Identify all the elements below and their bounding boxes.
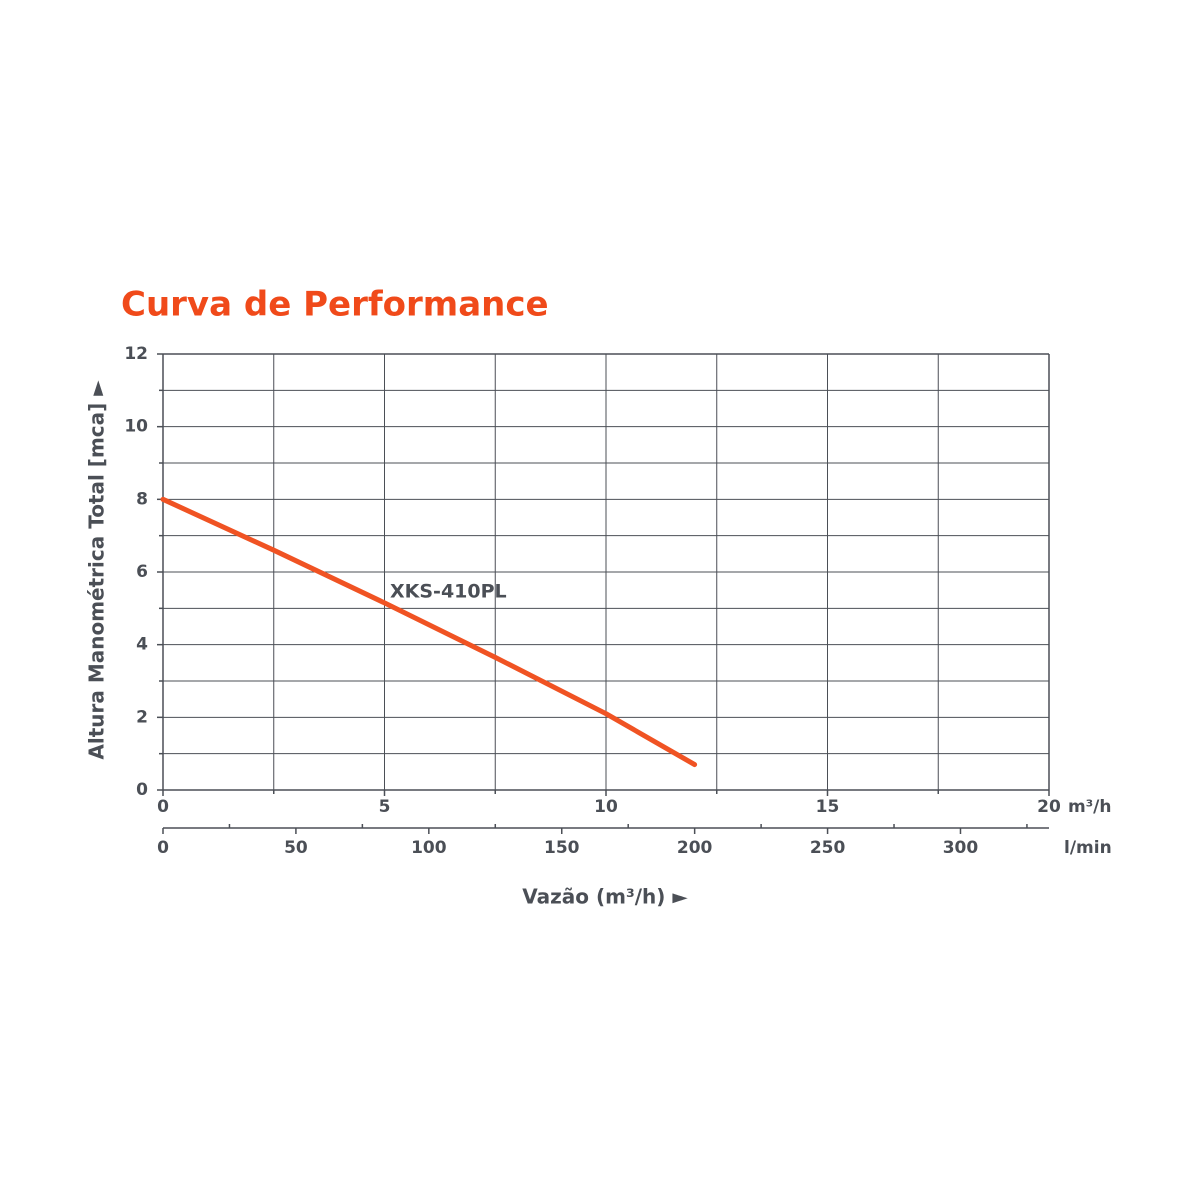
x2-tick-label: 150	[544, 838, 580, 858]
x-tick-label: 5	[379, 797, 391, 817]
x2-tick-label: 50	[284, 838, 308, 858]
x2-unit: l/min	[1064, 838, 1112, 858]
y-tick-label: 4	[136, 635, 148, 655]
x-tick-label: 15	[816, 797, 840, 817]
data-line	[160, 496, 698, 768]
y-tick-label: 2	[136, 707, 148, 727]
chart-title: Curva de Performance	[121, 285, 549, 325]
x-tick-label: 10	[594, 797, 618, 817]
x-axis-label: Vazão (m³/h) ►	[522, 885, 688, 909]
x2-tick-label: 300	[943, 838, 979, 858]
y-tick-label: 6	[136, 562, 148, 582]
x2-tick-label: 0	[157, 838, 169, 858]
y-tick-label: 12	[124, 344, 148, 364]
y-tick-label: 8	[136, 489, 148, 509]
x-tick-label: 20	[1037, 797, 1061, 817]
x-tick-label: 0	[157, 797, 169, 817]
annotation: XKS-410PL	[390, 581, 507, 603]
x2-tick-label: 200	[677, 838, 713, 858]
x2-tick-label: 100	[411, 838, 447, 858]
x2-tick-label: 250	[810, 838, 846, 858]
y-axis-label: Altura Manométrica Total [mca] ►	[85, 380, 109, 760]
x-unit: m³/h	[1068, 797, 1111, 817]
y-tick-label: 10	[124, 417, 148, 437]
y-tick-label: 0	[136, 780, 148, 800]
